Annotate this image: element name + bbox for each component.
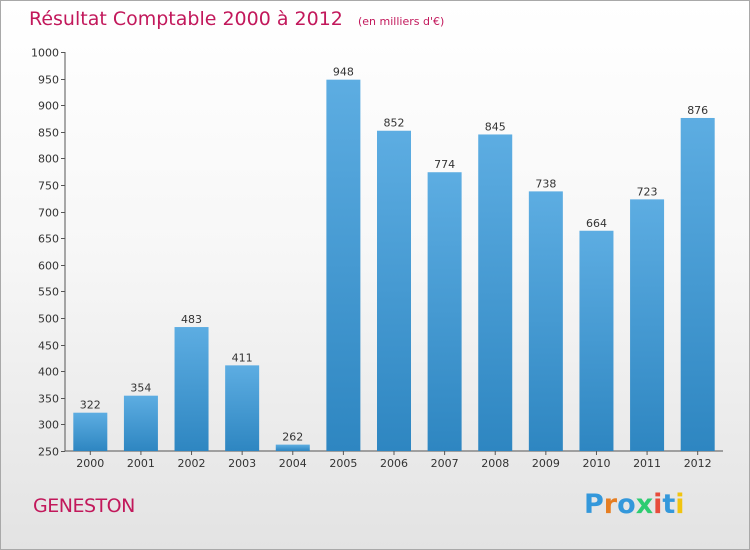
commune-name: GENESTON (33, 495, 135, 517)
x-tick-label-2004: 2004 (279, 457, 307, 470)
y-tick-label: 550 (38, 286, 59, 299)
y-tick-label: 800 (38, 153, 59, 166)
y-tick-label: 850 (38, 127, 59, 140)
data-label-2004: 262 (282, 431, 303, 444)
y-tick-label: 900 (38, 100, 59, 113)
y-tick-label: 750 (38, 180, 59, 193)
bar-2006 (377, 130, 411, 451)
y-tick-label: 500 (38, 313, 59, 326)
bar-2005 (326, 79, 361, 451)
logo-letter: x (635, 489, 654, 520)
y-tick-label: 1000 (31, 47, 59, 60)
bar-2000 (73, 412, 108, 451)
bar-2008 (478, 134, 513, 451)
data-label-2008: 845 (485, 120, 506, 133)
bar-2012 (680, 117, 715, 451)
x-tick-label-2012: 2012 (684, 457, 712, 470)
data-label-2010: 664 (586, 217, 607, 230)
x-tick-label-2001: 2001 (127, 457, 155, 470)
data-label-2009: 738 (535, 177, 556, 190)
y-tick-label: 650 (38, 233, 59, 246)
logo-letter: r (603, 489, 618, 520)
y-tick-label: 400 (38, 366, 59, 379)
y-tick-label: 700 (38, 207, 59, 220)
chart-title: Résultat Comptable 2000 à 2012 (29, 8, 343, 30)
data-label-2007: 774 (434, 158, 455, 171)
bar-2009 (528, 191, 563, 451)
data-label-2002: 483 (181, 313, 202, 326)
bar-2004 (275, 444, 310, 451)
x-tick-label-2003: 2003 (228, 457, 256, 470)
labels: 322 354 483 411 262 948 852 774 845 738 664 723 876 (80, 66, 708, 444)
x-tick-label-2008: 2008 (481, 457, 509, 470)
y-tick-label: 350 (38, 393, 59, 406)
bar-2001 (123, 395, 158, 451)
x-tick-label-2007: 2007 (431, 457, 459, 470)
data-label-2012: 876 (687, 104, 708, 117)
data-label-2001: 354 (130, 382, 151, 395)
bar-2003 (225, 365, 260, 451)
title-row: Résultat Comptable 2000 à 2012 (en milli… (29, 8, 444, 30)
logo-letter: o (617, 489, 636, 520)
x-tick-label-2000: 2000 (76, 457, 104, 470)
y-tick-label: 450 (38, 340, 59, 353)
x-tick-label-2011: 2011 (633, 457, 661, 470)
y-tick-label: 250 (38, 446, 59, 459)
proxiti-logo: Proxiti (584, 489, 685, 520)
bar-2010 (579, 230, 614, 451)
y-tick-label: 300 (38, 419, 59, 432)
logo-letter: t (662, 489, 676, 520)
x-tick-label-2010: 2010 (582, 457, 610, 470)
y-tick-label: 950 (38, 74, 59, 87)
x-tick-label-2005: 2005 (329, 457, 357, 470)
x-tick-label-2009: 2009 (532, 457, 560, 470)
unit-note: (en milliers d'€) (357, 15, 445, 28)
y-tick-label: 600 (38, 260, 59, 273)
bar-2011 (630, 199, 665, 451)
logo-letter: P (584, 489, 604, 520)
data-label-2005: 948 (333, 66, 354, 79)
data-label-2006: 852 (384, 117, 405, 130)
data-label-2011: 723 (637, 185, 658, 198)
bar-2002 (174, 327, 209, 451)
data-label-2003: 411 (232, 351, 253, 364)
bars (73, 79, 715, 451)
x-tick-label-2006: 2006 (380, 457, 408, 470)
x-tick-label-2002: 2002 (178, 457, 206, 470)
data-label-2000: 322 (80, 399, 101, 412)
logo-letter: i (675, 489, 685, 520)
bar-2007 (427, 172, 462, 451)
logo-letter: i (653, 489, 663, 520)
